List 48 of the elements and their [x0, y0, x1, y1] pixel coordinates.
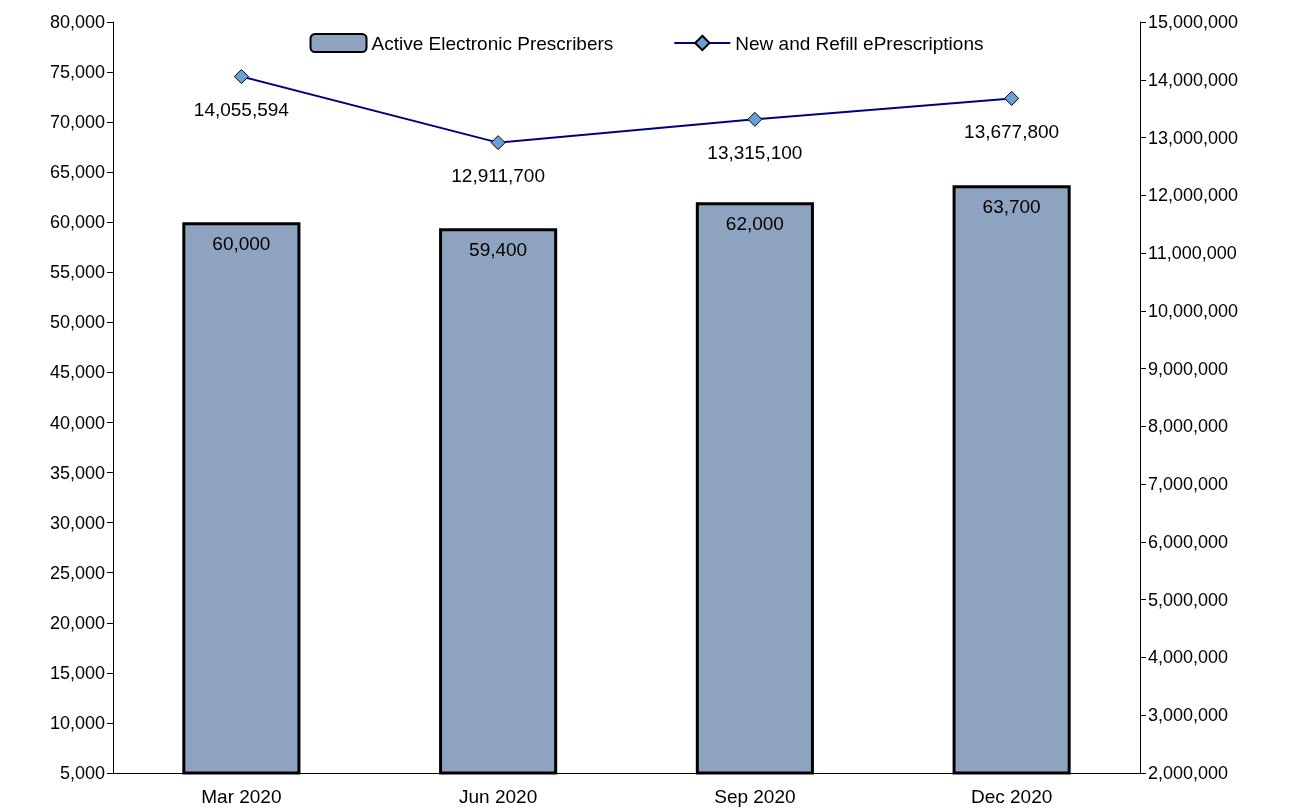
- point: [233, 69, 249, 85]
- legend-label: Active Electronic Prescribers: [371, 32, 614, 54]
- y-tick-label: 70,000: [49, 112, 105, 133]
- y2-tick-label: 12,000,000: [1148, 185, 1239, 206]
- y-tick-label: 20,000: [49, 612, 105, 633]
- x-tick-label: Jun 2020: [459, 786, 538, 807]
- y-tick-label: 40,000: [49, 412, 105, 433]
- data-label: 63,700: [982, 196, 1041, 218]
- data-label: 13,315,100: [707, 141, 803, 163]
- y-tick-label: 75,000: [49, 62, 105, 83]
- y-tick-label: 30,000: [49, 512, 105, 533]
- y2-tick-label: 9,000,000: [1148, 358, 1229, 379]
- y-tick-label: 15,000: [49, 662, 105, 683]
- y2-tick-label: 10,000,000: [1148, 300, 1239, 321]
- data-label: 59,400: [469, 239, 528, 261]
- y-tick-label: 25,000: [49, 562, 105, 583]
- y-tick-label: 60,000: [49, 212, 105, 233]
- point: [747, 111, 763, 127]
- y2-tick-label: 5,000,000: [1148, 589, 1229, 610]
- data-label: 12,911,700: [451, 165, 545, 187]
- y2-tick-label: 3,000,000: [1148, 705, 1229, 726]
- y2-tick-label: 11,000,000: [1148, 243, 1237, 264]
- y-tick-label: 5,000: [59, 763, 105, 783]
- x-tick-label: Sep 2020: [714, 786, 796, 807]
- legend-label: New and Refill ePrescriptions: [735, 32, 984, 54]
- y-tick-label: 65,000: [49, 162, 105, 183]
- y-tick-label: 45,000: [49, 362, 105, 383]
- y-tick-label: 10,000: [49, 712, 105, 733]
- data-label: 62,000: [725, 213, 784, 235]
- data-label: 13,677,800: [964, 120, 1060, 142]
- y2-tick-label: 8,000,000: [1148, 416, 1229, 437]
- y-tick-label: 35,000: [49, 462, 105, 483]
- y2-tick-label: 15,000,000: [1148, 12, 1239, 32]
- point: [1004, 90, 1020, 106]
- y2-tick-label: 4,000,000: [1148, 647, 1229, 668]
- y2-tick-label: 7,000,000: [1148, 474, 1229, 495]
- y2-tick-label: 2,000,000: [1148, 763, 1229, 783]
- y-tick-label: 50,000: [49, 312, 105, 333]
- y2-tick-label: 14,000,000: [1148, 69, 1239, 90]
- y2-tick-label: 13,000,000: [1148, 127, 1239, 148]
- data-label: 14,055,594: [193, 99, 290, 121]
- data-label: 60,000: [212, 233, 271, 255]
- y-tick-label: 55,000: [49, 262, 105, 283]
- y2-tick-label: 6,000,000: [1148, 531, 1229, 552]
- point: [490, 135, 506, 151]
- y-tick-label: 80,000: [49, 12, 105, 32]
- x-tick-label: Dec 2020: [970, 786, 1053, 807]
- x-tick-label: Mar 2020: [201, 786, 282, 807]
